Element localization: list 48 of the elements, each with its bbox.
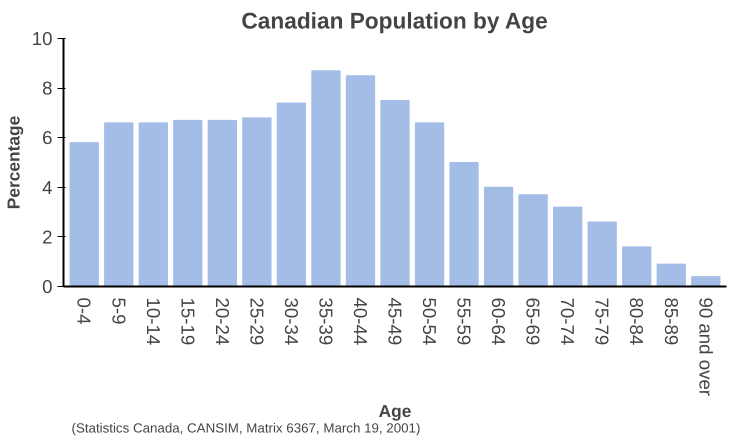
x-tick-label: 35-39 <box>315 298 336 346</box>
x-tick-label: 30-34 <box>280 298 302 346</box>
x-tick-label: 10-14 <box>142 298 164 346</box>
bar <box>104 122 134 286</box>
x-tick-label: 15-19 <box>177 298 198 346</box>
x-tick-label: 90 and over <box>695 298 716 396</box>
y-tick-label: 2 <box>42 226 53 248</box>
x-tick-label: 80-84 <box>626 298 648 346</box>
bar <box>242 117 272 286</box>
bar <box>484 186 514 286</box>
x-axis-title: Age <box>378 401 412 422</box>
bar <box>656 264 686 286</box>
x-tick-label: 70-74 <box>557 298 578 346</box>
bar <box>414 122 444 286</box>
x-tick-label: 50-54 <box>419 298 440 346</box>
bar <box>208 120 237 286</box>
x-tick-label: 75-79 <box>592 298 613 346</box>
bar <box>691 276 720 286</box>
y-tick-label: 10 <box>32 28 53 49</box>
bar <box>70 142 99 286</box>
bar <box>346 75 376 286</box>
bar <box>276 102 306 286</box>
y-tick-label: 8 <box>42 78 53 99</box>
x-tick-label: 25-29 <box>246 298 268 346</box>
y-tick-label: 0 <box>42 276 53 297</box>
bar <box>622 246 652 286</box>
x-tick-label: 60-64 <box>488 298 510 346</box>
x-tick-label: 45-49 <box>384 298 406 346</box>
bar <box>311 70 341 286</box>
x-tick-label: 0-4 <box>74 298 95 324</box>
chart-title: Canadian Population by Age <box>241 8 548 34</box>
x-tick-label: 65-69 <box>522 298 544 346</box>
y-tick-label: 4 <box>42 176 53 198</box>
y-axis-title: Percentage <box>4 115 24 210</box>
bar <box>449 162 479 286</box>
text: (Statistics Canada, CANSIM, Matrix 6367, March 19, 2001) <box>72 420 420 436</box>
bar <box>588 222 617 286</box>
x-tick-label: 5-9 <box>108 298 130 324</box>
x-tick-label: 55-59 <box>454 298 475 346</box>
bar <box>553 206 582 286</box>
bar <box>173 120 202 286</box>
x-tick-label: 40-44 <box>350 298 371 346</box>
bar <box>380 100 410 286</box>
y-tick-label: 6 <box>42 127 53 148</box>
bar <box>138 122 168 286</box>
x-tick-label: 20-24 <box>212 298 233 346</box>
x-tick-label: 85-89 <box>660 298 682 346</box>
bar <box>518 194 548 286</box>
